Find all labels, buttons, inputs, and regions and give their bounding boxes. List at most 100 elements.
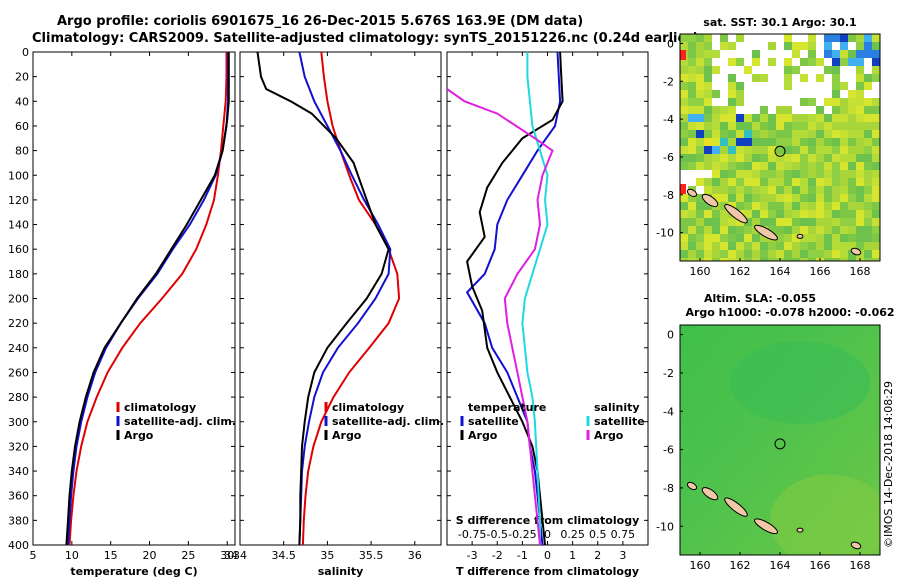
sst-cell (824, 162, 832, 170)
y-tick-label: 40 (15, 95, 29, 108)
sst-cell (784, 186, 792, 194)
sst-cell (736, 114, 744, 122)
y-tick-label: 340 (8, 465, 29, 478)
sst-cell (752, 202, 760, 210)
sst-cell (712, 250, 720, 258)
sst-cell (696, 170, 704, 178)
sst-cell (800, 250, 808, 258)
sst-cell (720, 130, 728, 138)
sst-cell (696, 146, 704, 154)
sst-cell (800, 146, 808, 154)
sst-cell (744, 250, 752, 258)
sst-cell (728, 146, 736, 154)
sst-cell (792, 50, 800, 58)
sst-cell (848, 210, 856, 218)
sst-cell (864, 162, 872, 170)
legend-label: Argo (332, 429, 362, 442)
y-tick-label: 360 (8, 490, 29, 503)
sst-cell (832, 242, 840, 250)
sst-cell (704, 82, 712, 90)
sst-cell (736, 122, 744, 130)
legend-label: Argo (468, 429, 498, 442)
x-tick-label: -2 (492, 549, 503, 562)
sst-cell (744, 66, 752, 74)
sst-cell (800, 130, 808, 138)
sst-cell (712, 122, 720, 130)
sst-cell (784, 170, 792, 178)
sst-cell (744, 98, 752, 106)
sst-cell (856, 178, 864, 186)
sst-cell (760, 34, 768, 42)
sst-cell (752, 114, 760, 122)
sst-cell (776, 250, 784, 258)
sst-cell (776, 114, 784, 122)
sst-cell (696, 34, 704, 42)
sst-cell (696, 138, 704, 146)
sst-cell (776, 154, 784, 162)
sst-cell (776, 98, 784, 106)
sst-cell (720, 202, 728, 210)
sst-cell (776, 138, 784, 146)
sst-cell (864, 82, 872, 90)
legend-label: Argo (594, 429, 624, 442)
sst-cell (768, 98, 776, 106)
x2-tick-label: -0.75 (458, 528, 486, 541)
sst-cell (800, 154, 808, 162)
sst-cell (800, 258, 808, 261)
sst-cell (856, 226, 864, 234)
sst-cell (824, 90, 832, 98)
sst-cell (800, 210, 808, 218)
island-land (754, 518, 778, 535)
y-tick-label: 280 (8, 391, 29, 404)
sst-cell (720, 186, 728, 194)
sst-cell (728, 74, 736, 82)
sst-cell (680, 226, 688, 234)
sst-cell (728, 90, 736, 98)
sst-cell (872, 66, 880, 74)
island-land (796, 527, 804, 533)
x-tick-label: 35.5 (359, 549, 384, 562)
sst-cell (848, 226, 856, 234)
sst-cell (832, 226, 840, 234)
sst-cell (840, 90, 848, 98)
sst-cell (744, 162, 752, 170)
x-tick-label: -1 (517, 549, 528, 562)
sst-cell (848, 202, 856, 210)
x2-tick-label: 0.5 (589, 528, 607, 541)
sst-cell (728, 186, 736, 194)
sst-cell (816, 234, 824, 242)
sst-cell (720, 34, 728, 42)
sst-cell (736, 34, 744, 42)
sst-cell (856, 42, 864, 50)
sst-cell (848, 50, 856, 58)
sst-cell (760, 154, 768, 162)
sst-cell (728, 130, 736, 138)
sst-cell (680, 130, 688, 138)
sst-cell (760, 258, 768, 261)
sst-cell (792, 122, 800, 130)
sst-cell (704, 162, 712, 170)
sst-cell (800, 58, 808, 66)
sst-cell (824, 74, 832, 82)
y-tick-label: 200 (8, 293, 29, 306)
sst-cell (768, 42, 776, 50)
sst-cell (768, 58, 776, 66)
map-x-tick-label: 162 (730, 265, 751, 278)
sst-cell (792, 210, 800, 218)
sst-cell (792, 162, 800, 170)
sst-cell (752, 146, 760, 154)
sst-cell (680, 66, 688, 74)
sst-cell (696, 250, 704, 258)
sst-cell (840, 154, 848, 162)
sst-cell (696, 178, 704, 186)
sst-cell (824, 130, 832, 138)
sst-cell (800, 106, 808, 114)
sst-cell (752, 58, 760, 66)
sst_map-panel: 160 162 164 166 168 0 -2 -4 -6 -8 -10 sat. SST: 30.… (656, 16, 881, 278)
x-tick-label: 34 (224, 549, 238, 562)
sst-cell (816, 122, 824, 130)
sst-cell (688, 250, 696, 258)
x-tick-label: 35 (320, 549, 334, 562)
sst-cell (688, 170, 696, 178)
sst-cell (752, 90, 760, 98)
